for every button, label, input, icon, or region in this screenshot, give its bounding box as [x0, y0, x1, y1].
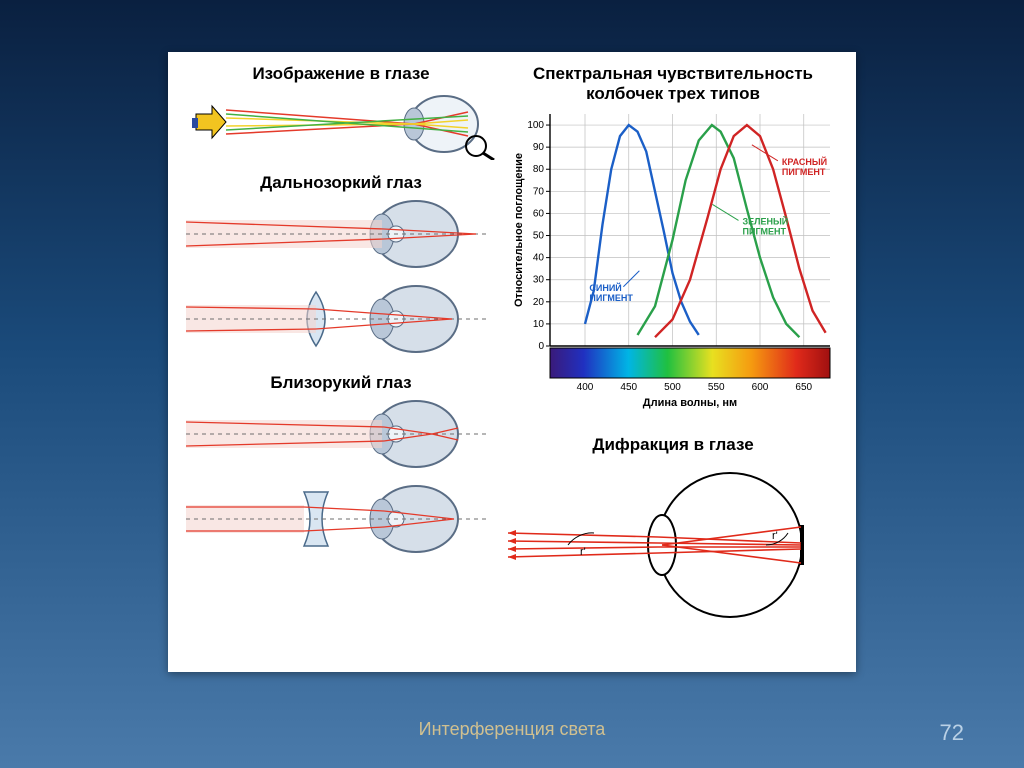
svg-text:0: 0: [538, 341, 544, 352]
svg-text:450: 450: [620, 382, 637, 393]
spectral-sensitivity-chart: 0 10 20 30 40 50 60 70 80 90 100 400 450 500 550 600 650…: [508, 104, 838, 414]
title-diffraction: Дифракция в глазе: [508, 435, 838, 455]
left-column: Изображение в глазе: [186, 64, 496, 565]
diagram-diffraction: r' r': [508, 455, 838, 635]
svg-text:80: 80: [533, 164, 545, 175]
svg-text:90: 90: [533, 142, 545, 153]
svg-text:Относительное поглощение: Относительное поглощение: [513, 153, 525, 307]
svg-text:Длина волны, нм: Длина волны, нм: [643, 397, 737, 409]
svg-text:КРАСНЫЙ: КРАСНЫЙ: [782, 156, 827, 167]
svg-text:70: 70: [533, 186, 545, 197]
content-card: Изображение в глазе: [168, 52, 856, 672]
svg-text:ЗЕЛЕНЫЙ: ЗЕЛЕНЫЙ: [743, 216, 789, 227]
svg-text:50: 50: [533, 231, 545, 242]
angle-label-left: r': [580, 546, 586, 558]
svg-text:60: 60: [533, 209, 545, 220]
page-number: 72: [940, 720, 964, 746]
svg-text:500: 500: [664, 382, 681, 393]
slide: Изображение в глазе: [0, 0, 1024, 768]
footer-title: Интерференция света: [0, 719, 1024, 740]
svg-text:30: 30: [533, 275, 545, 286]
diagram-farsighted-1: [186, 195, 496, 273]
svg-text:600: 600: [752, 382, 769, 393]
svg-text:СИНИЙ: СИНИЙ: [589, 282, 621, 293]
svg-text:ПИГМЕНТ: ПИГМЕНТ: [589, 293, 633, 303]
diagram-nearsighted-2: [186, 478, 496, 560]
diagram-nearsighted-1: [186, 395, 496, 473]
diagram-farsighted-2: [186, 278, 496, 360]
svg-text:20: 20: [533, 297, 545, 308]
right-column: Спектральная чувствительность колбочек т…: [508, 64, 838, 640]
diagram-image-in-eye: [186, 88, 496, 160]
title-spectral: Спектральная чувствительность колбочек т…: [508, 64, 838, 104]
title-image-in-eye: Изображение в глазе: [186, 64, 496, 84]
angle-label-right: r': [772, 530, 778, 542]
svg-text:100: 100: [527, 120, 544, 131]
title-nearsighted: Близорукий глаз: [186, 373, 496, 393]
svg-text:650: 650: [795, 382, 812, 393]
svg-text:400: 400: [577, 382, 594, 393]
svg-text:ПИГМЕНТ: ПИГМЕНТ: [782, 167, 826, 177]
svg-text:10: 10: [533, 319, 545, 330]
svg-text:550: 550: [708, 382, 725, 393]
svg-text:ПИГМЕНТ: ПИГМЕНТ: [743, 227, 787, 237]
svg-text:40: 40: [533, 253, 545, 264]
title-farsighted: Дальнозоркий глаз: [186, 173, 496, 193]
